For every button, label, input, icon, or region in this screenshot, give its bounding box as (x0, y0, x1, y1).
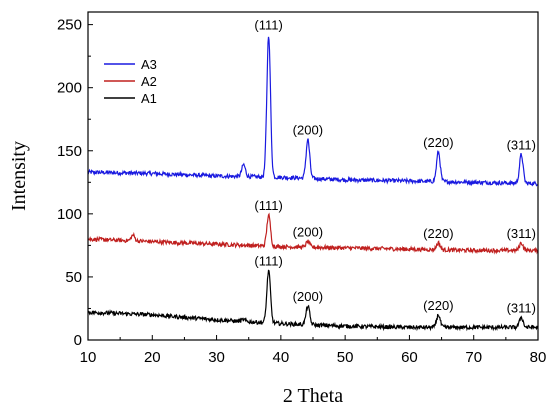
legend: A3 A2 A1 (104, 57, 157, 106)
series-line-a1 (87, 269, 539, 332)
y-tick-label: 250 (57, 17, 82, 34)
series-layer (87, 36, 539, 332)
x-axis-label: 2 Theta (283, 385, 343, 407)
peak-label: (311) (507, 138, 536, 153)
peak-label: (111) (254, 18, 282, 33)
y-tick-label: 0 (74, 332, 82, 349)
legend-label-a2: A2 (141, 74, 157, 89)
x-tick-label: 40 (273, 349, 290, 366)
x-tick-label: 20 (144, 349, 161, 366)
peak-label: (111) (254, 198, 282, 213)
y-tick-label: 200 (57, 80, 82, 97)
y-tick-label: 100 (57, 206, 82, 223)
peak-label: (220) (423, 226, 453, 241)
peak-label: (200) (293, 122, 323, 137)
series-line-a2 (87, 212, 539, 255)
y-tick-label: 150 (57, 143, 82, 160)
peak-label: (220) (423, 135, 453, 150)
peak-label: (311) (507, 226, 536, 241)
peak-labels: (111) (200) (220) (311) (111) (200) (220) (311)… (254, 18, 536, 316)
legend-label-a3: A3 (141, 57, 157, 72)
peak-label: (220) (423, 298, 453, 313)
series-line-a3 (87, 36, 538, 187)
x-tick-label: 10 (80, 349, 97, 366)
x-tick-label: 50 (337, 349, 354, 366)
tick-labels: 10 20 30 40 50 60 70 80 0 50 100 150 200 250 (57, 17, 546, 366)
y-axis-label: Intensity (8, 141, 30, 211)
x-tick-label: 30 (208, 349, 225, 366)
legend-label-a1: A1 (141, 91, 157, 106)
peak-label: (200) (293, 225, 323, 240)
peak-label: (200) (293, 289, 323, 304)
peak-label: (111) (254, 254, 282, 269)
x-tick-label: 70 (465, 349, 482, 366)
peak-label: (311) (507, 300, 536, 315)
x-tick-label: 60 (401, 349, 418, 366)
x-tick-label: 80 (530, 349, 547, 366)
y-tick-label: 50 (65, 269, 82, 286)
